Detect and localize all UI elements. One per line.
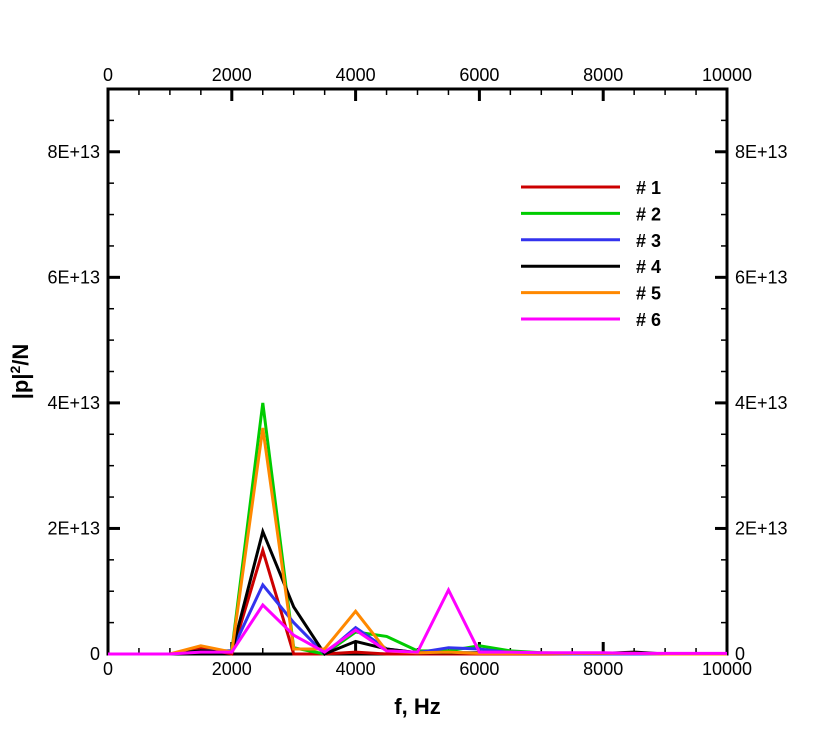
x-tick-label-bottom: 0	[103, 659, 113, 679]
x-tick-label-bottom: 4000	[336, 659, 376, 679]
legend-label-2: # 2	[636, 204, 661, 224]
x-axis-title: f, Hz	[394, 694, 440, 719]
series-line-6	[108, 586, 727, 656]
legend: # 1 # 2 # 3 # 4 # 5 # 6	[521, 178, 661, 330]
legend-label-4: # 4	[636, 257, 661, 277]
y-axis-title-base: |p|	[8, 374, 33, 400]
series-line-4	[108, 526, 727, 656]
x-tick-label-top: 4000	[336, 65, 376, 85]
y-axis-title: |p|2/N	[7, 344, 33, 400]
x-tick-label-top: 2000	[212, 65, 252, 85]
x-tick-label-top: 0	[103, 65, 113, 85]
y-tick-label-right: 8E+13	[735, 142, 788, 162]
legend-label-6: # 6	[636, 310, 661, 330]
x-tick-label-bottom: 10000	[702, 659, 752, 679]
x-tick-label-bottom: 2000	[212, 659, 252, 679]
x-tick-label-top: 8000	[583, 65, 623, 85]
axis-ticks	[106, 88, 729, 656]
series-layer	[108, 402, 727, 657]
y-tick-label-right: 4E+13	[735, 393, 788, 413]
y-tick-label-left: 2E+13	[47, 518, 100, 538]
series-line-1	[108, 545, 727, 656]
x-tick-label-bottom: 6000	[459, 659, 499, 679]
x-tick-label-top: 10000	[702, 65, 752, 85]
series-line-2	[108, 402, 727, 656]
series-line-3	[108, 582, 727, 657]
x-tick-label-top: 6000	[459, 65, 499, 85]
y-tick-label-left: 4E+13	[47, 393, 100, 413]
y-axis-title-sup: 2	[7, 366, 23, 374]
y-axis-title-tail: /N	[8, 344, 33, 366]
y-tick-label-left: 6E+13	[47, 267, 100, 287]
y-tick-label-right: 0	[735, 644, 745, 664]
legend-label-3: # 3	[636, 231, 661, 251]
y-tick-label-left: 0	[90, 644, 100, 664]
y-tick-label-left: 8E+13	[47, 142, 100, 162]
legend-label-1: # 1	[636, 178, 661, 198]
x-tick-label-bottom: 8000	[583, 659, 623, 679]
tick-labels: 0020002000400040006000600080008000100001…	[47, 65, 787, 679]
series-line-5	[108, 427, 727, 656]
y-tick-label-right: 6E+13	[735, 267, 788, 287]
y-tick-label-right: 2E+13	[735, 518, 788, 538]
legend-label-5: # 5	[636, 284, 661, 304]
plot-frame	[106, 87, 729, 656]
